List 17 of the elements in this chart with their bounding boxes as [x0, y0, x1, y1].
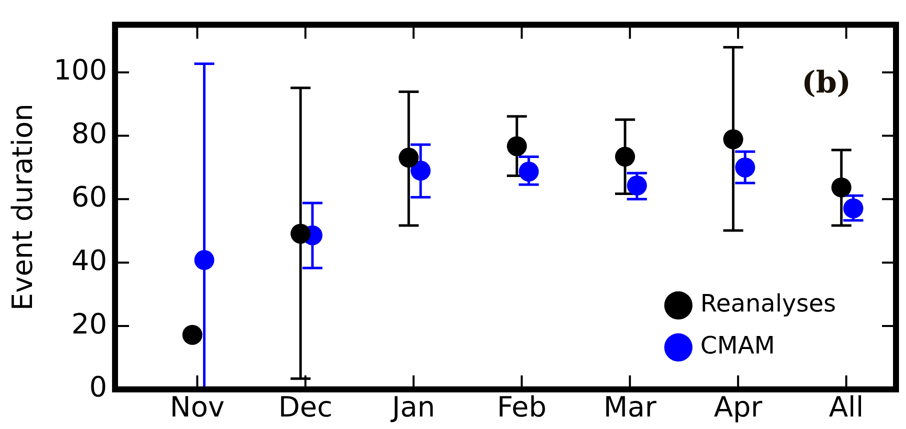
y-axis-title: Event duration	[6, 104, 40, 311]
x-tick-label: Feb	[496, 390, 547, 424]
x-tick-label: All	[828, 390, 864, 424]
x-tick-label: Apr	[714, 390, 763, 424]
legend-label: CMAM	[700, 332, 775, 360]
annotation: (b)	[802, 66, 851, 101]
x-tick-label: Jan	[390, 390, 436, 424]
x-tick-label: Nov	[170, 390, 225, 424]
y-tick-label: 40	[71, 244, 108, 277]
y-tick-label: 80	[71, 117, 108, 150]
x-tick-label: Dec	[278, 390, 333, 424]
y-tick-label: 20	[71, 307, 108, 340]
y-tick-label: 100	[54, 54, 108, 87]
y-tick-label: 60	[71, 180, 108, 214]
x-tick-label: Mar	[604, 390, 657, 424]
legend-label: Reanalyses	[700, 290, 836, 318]
y-tick-label: 0	[89, 370, 108, 404]
